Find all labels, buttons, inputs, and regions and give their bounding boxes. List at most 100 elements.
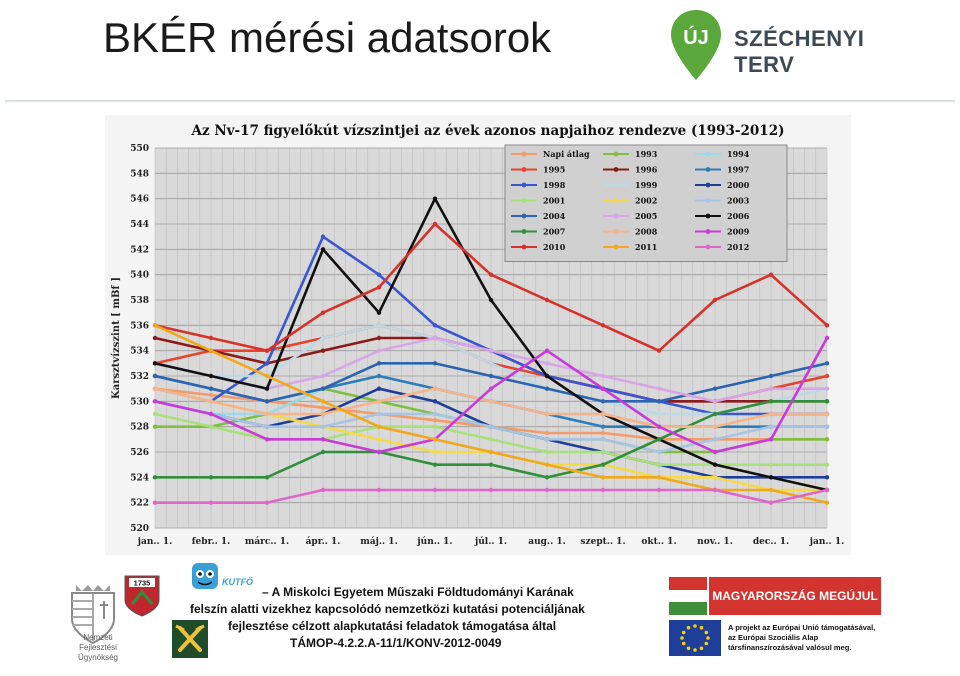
data-point <box>376 310 382 315</box>
data-point <box>544 430 550 436</box>
legend-marker <box>521 167 527 172</box>
chart-series <box>152 196 830 505</box>
data-point <box>320 386 326 391</box>
legend-marker <box>521 182 527 188</box>
legend-label: 2002 <box>635 196 657 206</box>
x-tick-label: ápr.. 1. <box>306 536 341 547</box>
legend-marker <box>613 182 619 188</box>
data-point <box>712 411 718 417</box>
data-point <box>152 386 158 391</box>
chart-legend: Napi átlag 1993 1994 1995 1996 1997 1998 1999 20… <box>504 144 788 262</box>
data-point <box>824 462 830 467</box>
data-point <box>488 272 494 277</box>
footer: Nemzeti Fejlesztési Ügynökség 1735 KUTFŐ… <box>0 557 960 676</box>
data-point <box>264 361 270 366</box>
data-point <box>768 386 774 391</box>
data-point <box>376 437 382 442</box>
data-point <box>208 335 214 341</box>
data-point <box>432 418 438 423</box>
data-point <box>376 386 382 391</box>
legend-marker <box>613 229 619 234</box>
data-point <box>488 361 494 366</box>
data-point <box>600 323 606 328</box>
data-point <box>768 437 774 442</box>
data-point <box>376 285 382 290</box>
legend-label: 2012 <box>727 242 749 252</box>
data-point <box>824 399 830 404</box>
data-point <box>824 500 830 505</box>
data-point <box>320 411 326 417</box>
legend-label: 1995 <box>543 165 565 175</box>
data-point <box>152 424 158 429</box>
legend-marker <box>521 198 527 203</box>
legend-marker <box>613 167 619 172</box>
y-tick-label: 542 <box>130 245 149 255</box>
data-point <box>768 373 774 379</box>
x-tick-label: febr.. 1. <box>192 537 231 547</box>
data-point <box>824 475 830 480</box>
data-point <box>432 462 438 467</box>
footer-line-3: fejlesztése célzott alapkutatási feladat… <box>228 619 557 633</box>
data-point <box>152 361 158 366</box>
x-axis-ticks: jan.. 1. febr.. 1. márc.. 1. ápr.. 1. máj.. … <box>137 536 844 547</box>
data-point <box>208 475 214 480</box>
y-tick-label: 528 <box>130 423 149 433</box>
data-point <box>544 297 550 303</box>
data-point <box>768 424 774 429</box>
legend-marker <box>705 167 711 172</box>
data-point <box>320 487 326 493</box>
mining-emblem-icon <box>172 620 208 658</box>
data-point <box>432 361 438 366</box>
data-point <box>320 247 326 252</box>
y-tick-label: 538 <box>130 296 149 306</box>
data-point <box>544 437 550 442</box>
y-tick-label: 546 <box>130 195 149 205</box>
nfu-line-2: Fejlesztési Ügynökség <box>77 643 119 662</box>
data-point <box>320 437 326 442</box>
legend-marker <box>705 198 711 203</box>
legend-label: 2007 <box>543 227 565 237</box>
data-point <box>152 399 158 404</box>
legend-label: 2011 <box>635 242 657 252</box>
data-point <box>824 373 830 379</box>
data-point <box>656 487 662 493</box>
eu-line-3: társfinanszírozásával valósul meg. <box>728 643 852 652</box>
data-point <box>376 373 382 379</box>
x-tick-label: aug.. 1. <box>528 537 565 547</box>
data-point <box>824 411 830 417</box>
legend-marker <box>613 244 619 250</box>
data-point <box>656 449 662 455</box>
x-tick-label: júl.. 1. <box>474 536 507 547</box>
legend-label: 2010 <box>543 242 566 252</box>
data-point <box>712 462 718 467</box>
data-point <box>264 500 270 505</box>
legend-marker <box>705 151 711 157</box>
data-point <box>432 411 438 417</box>
data-point <box>320 234 326 239</box>
data-point <box>656 386 662 391</box>
data-point <box>264 475 270 480</box>
data-point <box>712 475 718 480</box>
data-point <box>152 500 158 505</box>
data-point <box>152 475 158 480</box>
data-point <box>432 323 438 328</box>
y-tick-label: 550 <box>130 144 149 154</box>
data-point <box>712 487 718 493</box>
data-point <box>824 323 830 328</box>
data-point <box>264 348 270 353</box>
legend-label: 2004 <box>543 211 566 221</box>
data-point <box>320 449 326 455</box>
crest-year: 1735 <box>134 579 151 588</box>
x-tick-label: nov.. 1. <box>697 537 733 547</box>
data-point <box>264 373 270 379</box>
data-point <box>152 373 158 379</box>
data-point <box>824 386 830 391</box>
footer-line-1: – A Miskolci Egyetem Műszaki Földtudomán… <box>262 585 574 599</box>
data-point <box>376 411 382 417</box>
y-tick-label: 530 <box>130 397 149 407</box>
legend-marker <box>705 213 711 219</box>
data-point <box>320 405 326 410</box>
megujul-text: MAGYARORSZÁG MEGÚJUL <box>709 577 881 615</box>
data-point <box>152 335 158 341</box>
data-point <box>600 437 606 442</box>
